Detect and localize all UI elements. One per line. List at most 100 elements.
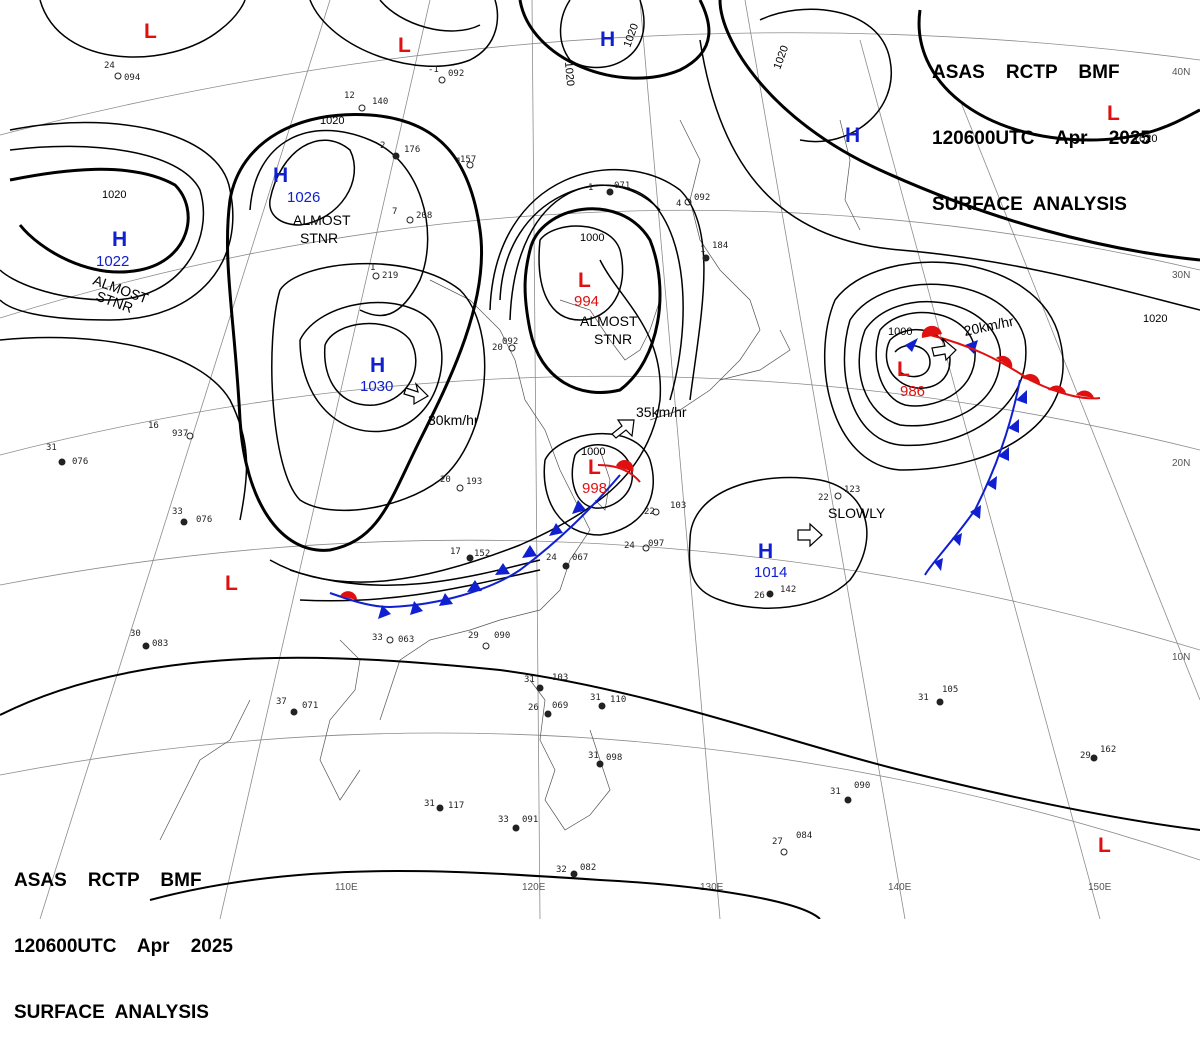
- svg-text:26: 26: [528, 703, 539, 713]
- grid-labels: 110E 120E 130E 140E 150E 40N 30N 20N 10N: [335, 67, 1190, 893]
- station-plot: 24 097: [624, 539, 664, 552]
- header-line-3: SURFACE ANALYSIS: [932, 194, 1127, 215]
- high-center-mongolia: H 1026 ALMOST STNR: [273, 164, 351, 246]
- svg-text:123: 123: [844, 485, 860, 495]
- station-plot: 31 110: [590, 693, 626, 710]
- svg-text:097: 097: [648, 539, 664, 549]
- lon-label-110e: 110E: [335, 882, 358, 893]
- svg-text:32: 32: [556, 865, 567, 875]
- header-line-2: 120600UTC Apr 2025: [14, 936, 233, 957]
- svg-text:162: 162: [1100, 745, 1116, 755]
- station-plot: 4 092: [676, 193, 710, 209]
- svg-text:24: 24: [104, 61, 115, 71]
- svg-text:20: 20: [440, 475, 451, 485]
- svg-text:083: 083: [152, 639, 168, 649]
- warm-front-taiwan: [340, 459, 641, 600]
- svg-text:117: 117: [448, 801, 464, 811]
- station-plot: 20 193: [440, 475, 482, 492]
- low-center-pacific: L 986 20km/hr: [897, 313, 1015, 400]
- weather-map: 110E 120E 130E 140E 150E 40N 30N 20N 10N: [0, 0, 1200, 919]
- low-center-yellowsea: L 994 ALMOST STNR: [574, 269, 638, 347]
- svg-text:994: 994: [574, 293, 599, 310]
- station-plot: 37 071: [276, 697, 318, 716]
- station-plot: 29 090: [468, 631, 510, 650]
- station-plot: 27 084: [772, 831, 812, 856]
- station-plot: -1 092: [428, 65, 464, 84]
- svg-text:142: 142: [780, 585, 796, 595]
- svg-text:26: 26: [754, 591, 765, 601]
- svg-text:22: 22: [818, 493, 829, 503]
- svg-text:L: L: [1098, 834, 1111, 857]
- svg-text:20km/hr: 20km/hr: [962, 313, 1015, 339]
- svg-text:090: 090: [854, 781, 870, 791]
- lon-label-140e: 140E: [888, 882, 912, 893]
- isobars: [0, 0, 1200, 919]
- low-center-nw2: L: [398, 34, 411, 57]
- svg-text:1: 1: [700, 245, 705, 255]
- svg-text:H: H: [758, 540, 773, 563]
- svg-text:1014: 1014: [754, 564, 787, 581]
- svg-text:063: 063: [398, 635, 414, 645]
- svg-text:076: 076: [196, 515, 212, 525]
- svg-text:-1: -1: [428, 65, 439, 75]
- station-plot: 30 083: [130, 629, 168, 650]
- svg-text:084: 084: [796, 831, 812, 841]
- svg-text:31: 31: [46, 443, 57, 453]
- svg-text:1030: 1030: [360, 378, 393, 395]
- svg-text:998: 998: [582, 480, 607, 497]
- svg-text:31: 31: [590, 693, 601, 703]
- lat-label-20n: 20N: [1172, 458, 1190, 469]
- high-center-pacific: H 1014 SLOWLY: [754, 505, 886, 581]
- isobar-label: 1000: [581, 446, 605, 458]
- isobar-label: 1020: [102, 189, 126, 201]
- station-plot: 24 094: [104, 61, 140, 83]
- svg-text:986: 986: [900, 383, 925, 400]
- svg-text:1026: 1026: [287, 189, 320, 206]
- svg-text:33: 33: [172, 507, 183, 517]
- svg-text:SLOWLY: SLOWLY: [828, 505, 886, 521]
- station-plot: 32 082: [556, 863, 596, 878]
- svg-text:29: 29: [468, 631, 479, 641]
- low-center-ne: L: [1107, 102, 1120, 125]
- svg-text:35km/hr: 35km/hr: [636, 404, 687, 420]
- svg-text:140: 140: [372, 97, 388, 107]
- svg-text:30km/hr: 30km/hr: [428, 412, 479, 428]
- high-center-north: H: [600, 28, 615, 51]
- svg-text:L: L: [578, 269, 591, 292]
- station-plot: 33 091: [498, 815, 538, 832]
- station-plot: 29 162: [1080, 745, 1116, 762]
- svg-text:094: 094: [124, 73, 140, 83]
- svg-text:1022: 1022: [96, 253, 129, 270]
- svg-text:076: 076: [72, 457, 88, 467]
- pressure-centers: H 1022 ALMOST STNR H 1026 ALMOST STNR H …: [91, 20, 1120, 857]
- low-center-nw1: L: [144, 20, 157, 43]
- lat-label-10n: 10N: [1172, 652, 1190, 663]
- svg-text:091: 091: [522, 815, 538, 825]
- svg-text:L: L: [398, 34, 411, 57]
- svg-text:H: H: [370, 354, 385, 377]
- station-plot: 31 103: [524, 673, 568, 692]
- svg-text:L: L: [897, 358, 910, 381]
- svg-text:29: 29: [1080, 751, 1091, 761]
- svg-text:12: 12: [344, 91, 355, 101]
- svg-text:092: 092: [448, 69, 464, 79]
- svg-text:082: 082: [580, 863, 596, 873]
- station-plot: 31 090: [830, 781, 870, 804]
- cold-front-taiwan: [329, 474, 621, 619]
- station-plot: 1 219: [370, 263, 398, 281]
- svg-text:090: 090: [494, 631, 510, 641]
- svg-text:1: 1: [370, 263, 375, 273]
- svg-text:1: 1: [588, 183, 593, 193]
- header-line-1: ASAS RCTP BMF: [14, 870, 202, 891]
- svg-text:184: 184: [712, 241, 728, 251]
- high-center-china: H 1030 30km/hr: [360, 354, 479, 428]
- warm-front-pacific: [921, 325, 1101, 400]
- svg-text:16: 16: [148, 421, 159, 431]
- svg-text:20: 20: [492, 343, 503, 353]
- svg-text:152: 152: [474, 549, 490, 559]
- isobar-label: 1000: [580, 232, 604, 244]
- svg-text:L: L: [1107, 102, 1120, 125]
- isobar-label: 1020: [320, 115, 344, 127]
